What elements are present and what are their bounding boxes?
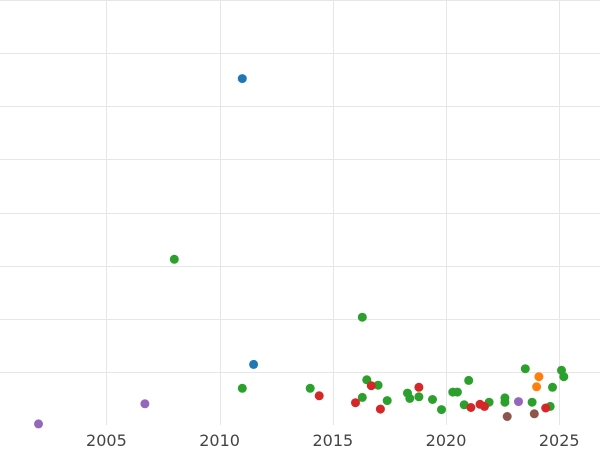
scatter-point — [414, 382, 424, 392]
scatter-point — [351, 398, 360, 408]
scatter-point — [249, 359, 259, 369]
scatter-point — [452, 387, 462, 397]
scatter-point — [305, 383, 315, 393]
scatter-point — [541, 403, 551, 413]
scatter-point — [480, 401, 489, 411]
scatter-point — [428, 395, 437, 404]
scatter-point — [414, 392, 424, 402]
scatter-point — [520, 364, 530, 374]
scatter-point — [140, 399, 150, 409]
x-tick-label: 2010 — [199, 431, 240, 450]
scatter-point — [500, 397, 510, 407]
scatter-point — [357, 392, 367, 402]
vertical-gridlines — [106, 0, 560, 425]
scatter-point — [382, 396, 392, 406]
scatter-point — [529, 409, 539, 419]
scatter-point — [464, 375, 474, 385]
horizontal-gridlines — [0, 0, 600, 373]
scatter-point — [502, 412, 512, 421]
scatter-point — [314, 391, 324, 401]
scatter-point — [373, 380, 383, 390]
x-axis-tick-labels: 2005 2010 2015 2020 2025 — [86, 431, 580, 450]
scatter-point — [357, 312, 367, 322]
scatter-point — [548, 382, 557, 392]
scatter-point — [559, 372, 569, 382]
scatter-point — [169, 254, 179, 264]
scatter-point — [237, 383, 247, 393]
scatter-point — [375, 404, 385, 414]
x-tick-label: 2005 — [86, 431, 127, 450]
scatter-point — [437, 405, 446, 415]
x-tick-label: 2015 — [312, 431, 353, 450]
x-tick-label: 2025 — [539, 431, 580, 450]
scatter-point — [534, 372, 544, 382]
scatter-point — [237, 74, 247, 84]
scatter-point — [34, 419, 43, 429]
scatter-point — [405, 393, 415, 403]
scatter-point — [532, 382, 542, 392]
scatter-point — [366, 381, 376, 391]
x-tick-label: 2020 — [426, 431, 467, 450]
scatter-point — [466, 403, 476, 412]
scatter-point — [514, 397, 523, 407]
scatter-point — [527, 397, 537, 407]
data-points — [34, 74, 569, 429]
